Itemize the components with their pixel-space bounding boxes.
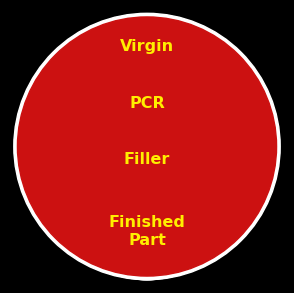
Circle shape bbox=[14, 13, 280, 280]
Text: Virgin: Virgin bbox=[120, 39, 174, 54]
Circle shape bbox=[99, 183, 195, 280]
Circle shape bbox=[75, 132, 219, 276]
Text: Filler: Filler bbox=[124, 152, 170, 167]
Text: Finished
Part: Finished Part bbox=[108, 215, 186, 248]
Circle shape bbox=[71, 129, 223, 280]
Text: PCR: PCR bbox=[129, 96, 165, 111]
Circle shape bbox=[17, 17, 277, 276]
Circle shape bbox=[102, 187, 192, 276]
Circle shape bbox=[43, 71, 251, 280]
Circle shape bbox=[46, 75, 248, 276]
